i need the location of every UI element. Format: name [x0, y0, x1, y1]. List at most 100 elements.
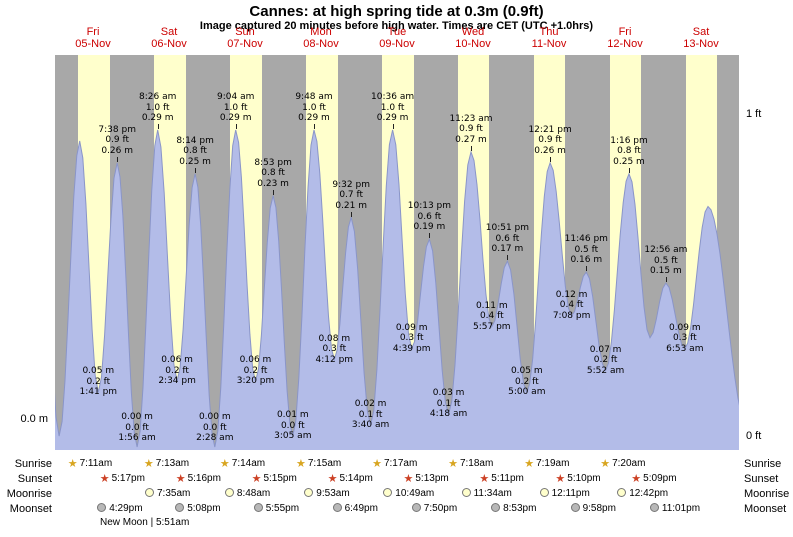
moonset-time: 9:58pm: [582, 503, 616, 514]
sunset-entry: ★ 5:17pm: [100, 473, 145, 485]
moonrise-time: 12:11pm: [551, 488, 590, 499]
day-label: Mon 08-Nov: [303, 26, 339, 50]
sunset-time: 5:14pm: [339, 473, 373, 484]
high-tide-annotation: 12:21 pm 0.9 ft 0.26 m: [528, 124, 572, 156]
sunset-icon: ★: [327, 473, 338, 485]
moonset-row-label-right: Moonset: [744, 503, 787, 515]
moonrise-row-label-right: Moonrise: [744, 488, 790, 500]
moonrise-time: 12:42pm: [629, 488, 669, 499]
sunrise-time: 7:11am: [79, 458, 113, 469]
sunrise-entry: ★ 7:13am: [143, 458, 189, 470]
page-subtitle: Image captured 20 minutes before high wa…: [199, 20, 594, 32]
annotation-pointer: [195, 167, 197, 173]
sunset-entry: ★ 5:09pm: [631, 473, 677, 485]
new-moon-note: New Moon | 5:51am: [100, 517, 190, 528]
tide-curve: [55, 129, 739, 450]
moonset-entry: 11:01pm: [649, 503, 700, 514]
moonrise-icon: [224, 488, 234, 497]
sunrise-icon: ★: [296, 458, 306, 470]
sunset-time: 5:15pm: [263, 473, 297, 484]
moonset-time: 4:29pm: [109, 503, 143, 514]
moonset-icon: [332, 503, 342, 512]
day-label: Sun 07-Nov: [227, 26, 263, 50]
high-tide-annotation: 11:23 am 0.9 ft 0.27 m: [449, 113, 493, 145]
moonset-icon: [491, 503, 501, 512]
sunrise-icon: ★: [524, 458, 535, 470]
moonset-time: 5:55pm: [265, 503, 300, 514]
moonset-icon: [570, 503, 580, 512]
high-tide-annotation: 8:14 pm 0.8 ft 0.25 m: [176, 135, 214, 167]
day-label: Sat 13-Nov: [683, 26, 719, 50]
high-tide-annotation: 9:32 pm 0.7 ft 0.21 m: [332, 179, 370, 211]
low-tide-annotation: 0.12 m 0.4 ft 7:08 pm: [552, 289, 591, 321]
moonrise-entry: 12:42pm: [617, 488, 668, 499]
high-tide-annotation: 10:51 pm 0.6 ft 0.17 m: [485, 223, 530, 255]
day-label: Sat 06-Nov: [151, 26, 187, 50]
low-tide-annotation: 0.09 m 0.3 ft 4:39 pm: [392, 322, 431, 354]
sunrise-entry: ★ 7:20am: [600, 458, 645, 470]
moonrise-icon: [145, 488, 154, 497]
moonrise-time: 10:49am: [395, 488, 435, 499]
moonrise-icon: [617, 488, 627, 497]
low-tide-annotation: 0.05 m 0.2 ft 1:41 pm: [79, 366, 118, 398]
moonset-row-label-left: Moonset: [9, 503, 52, 515]
tide-graph: 0.05 m 0.2 ft 1:41 pm 7:38 pm 0.9 ft 0.26 m 0.…: [55, 55, 739, 450]
sunrise-icon: ★: [67, 458, 78, 470]
sunrise-row-label-right: Sunrise: [744, 458, 782, 470]
y-axis-label-0m: 0.0 m: [20, 413, 48, 425]
moonset-entry: 5:08pm: [175, 503, 221, 514]
tide-area: [55, 130, 739, 450]
sunrise-icon: ★: [143, 458, 154, 470]
sunset-entry: ★ 5:15pm: [252, 473, 297, 485]
moonset-entry: 7:50pm: [411, 503, 458, 514]
moonrise-entry: 9:53am: [304, 488, 350, 499]
moonset-icon: [97, 503, 107, 512]
low-tide-annotation: 0.08 m 0.3 ft 4:12 pm: [315, 333, 354, 365]
low-tide-annotation: 0.00 m 0.0 ft 2:28 am: [196, 412, 234, 443]
low-tide-annotation: 0.05 m 0.2 ft 5:00 am: [508, 366, 546, 398]
sunset-icon: ★: [403, 473, 414, 485]
moonrise-icon: [539, 488, 549, 497]
y-axis-label-1ft: 1 ft: [746, 108, 762, 120]
sunrise-row-label-left: Sunrise: [14, 458, 52, 470]
moonrise-time: 9:53am: [316, 488, 350, 499]
annotation-pointer: [429, 233, 431, 239]
sunrise-entry: ★ 7:18am: [448, 458, 494, 470]
moonset-time: 8:53pm: [503, 503, 537, 514]
sunset-time: 5:17pm: [111, 473, 145, 484]
day-label: Fri 12-Nov: [607, 26, 643, 50]
annotation-pointer: [392, 124, 394, 129]
moonrise-row-label-left: Moonrise: [6, 488, 52, 500]
high-tide-annotation: 12:56 am 0.5 ft 0.15 m: [644, 245, 688, 277]
moonset-time: 7:50pm: [423, 503, 458, 514]
moonrise-icon: [461, 488, 471, 497]
annotation-pointer: [471, 145, 472, 151]
low-tide-annotation: 0.11 m 0.4 ft 5:57 pm: [473, 300, 511, 332]
moonset-time: 6:49pm: [344, 503, 378, 514]
sunset-entry: ★ 5:13pm: [403, 473, 449, 485]
moonrise-entry: 8:48am: [224, 488, 271, 499]
moonset-time: 5:08pm: [187, 503, 221, 514]
annotation-pointer: [235, 124, 237, 129]
sunrise-time: 7:15am: [307, 458, 342, 469]
moonset-icon: [649, 503, 659, 512]
annotation-pointer: [507, 255, 509, 261]
sunset-time: 5:13pm: [415, 473, 449, 484]
annotation-pointer: [314, 124, 315, 129]
low-tide-annotation: 0.00 m 0.0 ft 1:56 am: [118, 412, 156, 443]
sunset-time: 5:11pm: [491, 473, 524, 484]
sunset-time: 5:09pm: [643, 473, 677, 484]
high-tide-annotation: 8:53 pm 0.8 ft 0.23 m: [254, 157, 292, 189]
day-label: Thu 11-Nov: [531, 26, 567, 50]
moonrise-entry: 11:34am: [461, 488, 512, 499]
moonrise-entry: 7:35am: [145, 488, 190, 499]
sunset-icon: ★: [175, 473, 186, 485]
annotation-pointer: [550, 156, 552, 162]
moonrise-time: 8:48am: [236, 488, 271, 499]
high-tide-annotation: 8:26 am 1.0 ft 0.29 m: [139, 92, 177, 123]
moonset-entry: 8:53pm: [491, 503, 536, 514]
tide-line: [55, 129, 739, 448]
high-tide-annotation: 10:13 pm 0.6 ft 0.19 m: [407, 201, 452, 233]
sunrise-time: 7:18am: [459, 458, 494, 469]
